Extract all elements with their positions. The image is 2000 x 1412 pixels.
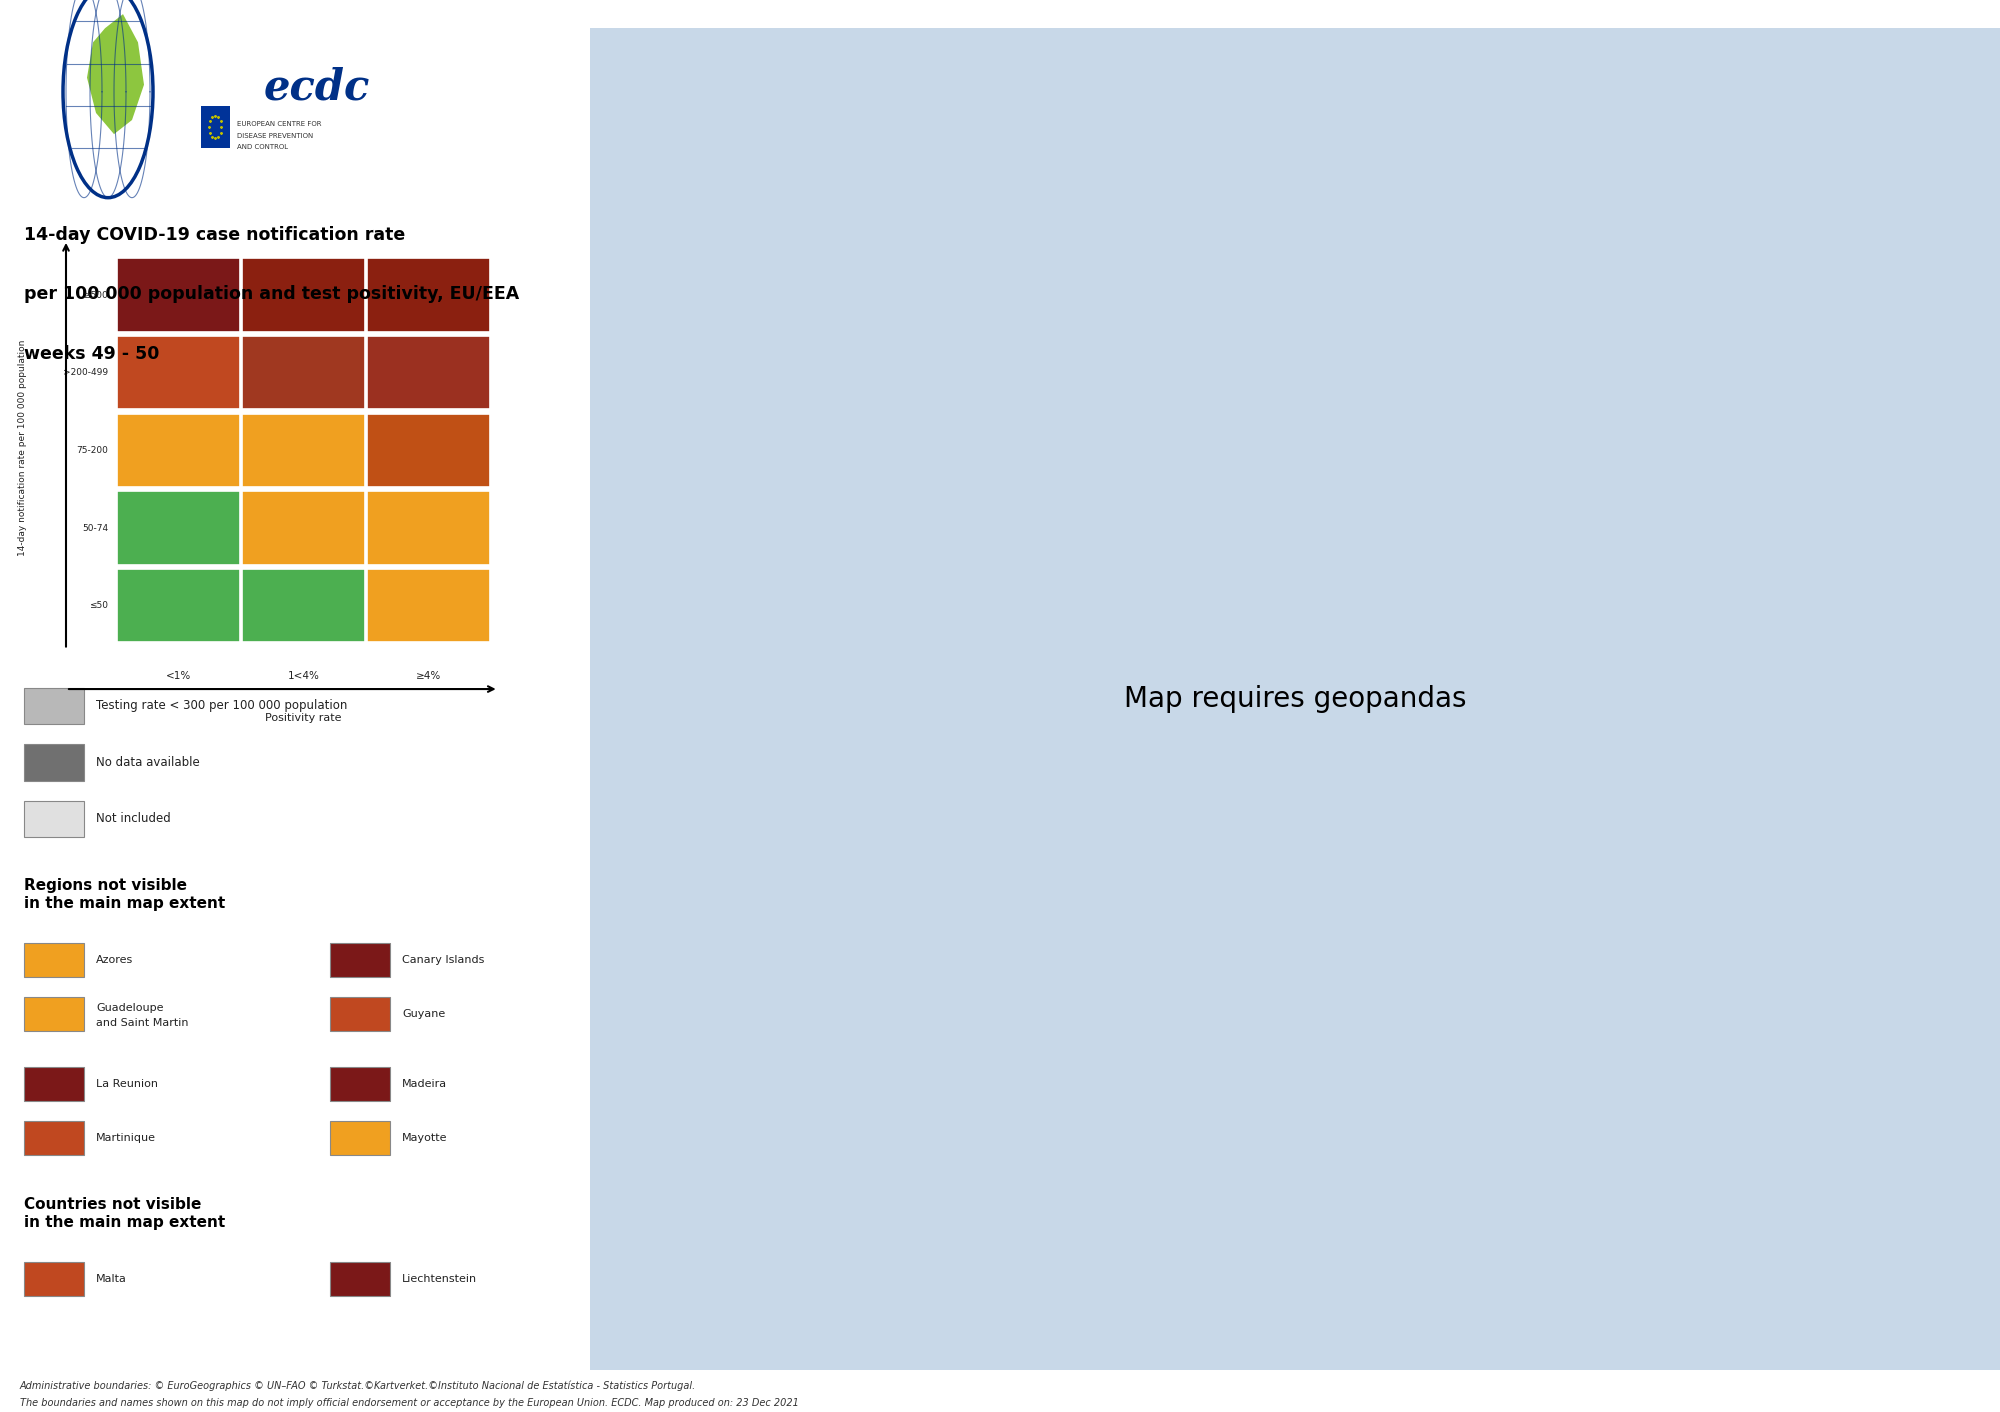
Text: 14-day COVID-19 case notification rate: 14-day COVID-19 case notification rate [24,226,406,244]
Bar [24,688,84,724]
Text: ≤50: ≤50 [88,602,108,610]
Bar [330,997,390,1031]
Text: Countries not visible
in the main map extent: Countries not visible in the main map ex… [24,1197,226,1230]
Bar [242,414,364,487]
Bar [116,414,240,487]
Bar [366,414,490,487]
Text: <1%: <1% [166,671,192,681]
Bar [116,569,240,642]
Bar [24,943,84,977]
Text: ≥4%: ≥4% [416,671,440,681]
Polygon shape [88,14,144,134]
Bar [116,336,240,409]
Text: Malta: Malta [96,1274,126,1285]
Bar [330,1121,390,1155]
Bar [242,258,364,332]
Circle shape [64,0,152,198]
Bar [242,491,364,565]
Text: DISEASE PREVENTION: DISEASE PREVENTION [238,133,314,138]
Bar [330,1262,390,1296]
Text: Not included: Not included [96,812,170,826]
Bar [116,491,240,565]
Text: Map requires geopandas: Map requires geopandas [1124,685,1466,713]
Text: >200-499: >200-499 [62,369,108,377]
Text: Liechtenstein: Liechtenstein [402,1274,478,1285]
Text: Canary Islands: Canary Islands [402,955,484,966]
Text: per 100 000 population and test positivity, EU/EEA: per 100 000 population and test positivi… [24,285,520,304]
Bar [242,336,364,409]
Text: Guyane: Guyane [402,1008,446,1019]
Bar [242,569,364,642]
Text: 14-day notification rate per 100 000 population: 14-day notification rate per 100 000 pop… [18,340,28,556]
Text: and Saint Martin: and Saint Martin [96,1018,188,1028]
Text: Positivity rate: Positivity rate [266,713,342,723]
Bar [366,569,490,642]
Text: Madeira: Madeira [402,1079,448,1090]
Bar [366,491,490,565]
Bar [330,1067,390,1101]
Bar [24,801,84,837]
Bar [116,258,240,332]
Text: EUROPEAN CENTRE FOR: EUROPEAN CENTRE FOR [238,121,322,127]
Text: Testing rate < 300 per 100 000 population: Testing rate < 300 per 100 000 populatio… [96,699,348,713]
Bar [200,106,230,148]
Bar [366,258,490,332]
Text: ecdc: ecdc [264,66,370,109]
Text: No data available: No data available [96,755,200,770]
Text: weeks 49 - 50: weeks 49 - 50 [24,345,160,363]
Bar [24,997,84,1031]
Text: 75-200: 75-200 [76,446,108,455]
Text: ≥500: ≥500 [84,291,108,299]
Bar [24,1067,84,1101]
Text: 1<4%: 1<4% [288,671,320,681]
Bar [24,1121,84,1155]
Text: Mayotte: Mayotte [402,1132,448,1144]
Bar [24,1262,84,1296]
Text: 50-74: 50-74 [82,524,108,532]
Text: Azores: Azores [96,955,134,966]
Text: Martinique: Martinique [96,1132,156,1144]
Bar [24,744,84,781]
Text: Regions not visible
in the main map extent: Regions not visible in the main map exte… [24,878,226,911]
Text: Guadeloupe: Guadeloupe [96,1003,164,1012]
Bar [330,943,390,977]
Text: The boundaries and names shown on this map do not imply official endorsement or : The boundaries and names shown on this m… [20,1398,798,1408]
Bar [366,336,490,409]
Text: AND CONTROL: AND CONTROL [238,144,288,150]
Text: La Reunion: La Reunion [96,1079,158,1090]
Text: Administrative boundaries: © EuroGeographics © UN–FAO © Turkstat.©Kartverket.©In: Administrative boundaries: © EuroGeograp… [20,1381,696,1391]
